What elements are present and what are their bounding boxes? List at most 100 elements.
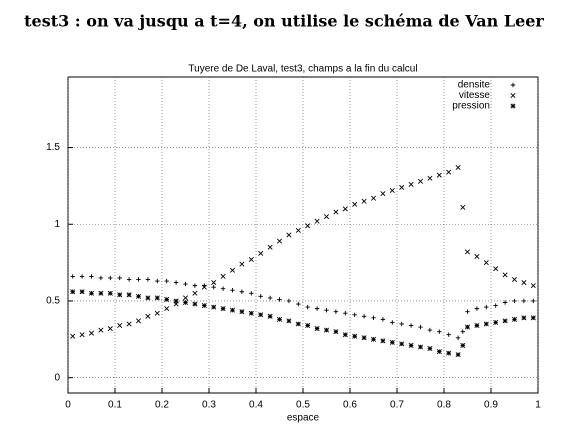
data-point [126, 277, 132, 282]
legend-marker [510, 92, 516, 99]
data-point [296, 301, 301, 307]
data-point [361, 335, 367, 341]
data-point [239, 261, 245, 267]
data-point [460, 342, 466, 348]
data-point [352, 333, 358, 339]
data-point [483, 321, 489, 327]
data-point [446, 332, 451, 337]
data-point [436, 172, 442, 178]
data-point [427, 175, 433, 181]
data-point [173, 298, 179, 304]
x-tick-label: 0.2 [155, 400, 169, 411]
data-point [267, 295, 273, 301]
data-point [493, 266, 499, 272]
data-point [380, 338, 386, 344]
data-point [173, 280, 179, 285]
data-point [361, 198, 367, 204]
data-point [220, 273, 226, 279]
data-point [370, 336, 377, 342]
data-point [493, 303, 498, 308]
data-point [333, 209, 339, 215]
data-point [192, 290, 198, 296]
data-point [446, 350, 452, 356]
data-point [323, 327, 330, 333]
data-point [182, 295, 189, 301]
data-point [154, 310, 160, 316]
data-point [98, 275, 104, 281]
data-point [343, 311, 348, 316]
data-point [239, 309, 245, 315]
data-point [108, 275, 113, 281]
data-point [455, 164, 461, 171]
data-point [267, 244, 273, 250]
data-point [79, 332, 85, 338]
x-tick-label: 0.7 [390, 400, 404, 411]
y-tick-label: 1.5 [46, 142, 60, 153]
data-point [155, 278, 160, 284]
data-point [502, 318, 508, 324]
data-point [182, 299, 189, 306]
data-point [164, 278, 169, 284]
data-point [135, 293, 142, 299]
data-point [220, 306, 226, 312]
data-point [352, 312, 357, 317]
x-tick-label: 0.1 [108, 400, 122, 411]
x-tick-label: 0.8 [437, 400, 451, 411]
data-point [248, 257, 254, 263]
data-point [314, 218, 320, 224]
data-point [88, 330, 95, 336]
data-point [183, 281, 188, 287]
data-point [107, 326, 113, 332]
data-point [230, 288, 235, 293]
data-point [314, 326, 320, 332]
data-point [239, 289, 245, 294]
data-point [286, 298, 292, 304]
x-axis-label: espace [287, 413, 320, 424]
data-point [417, 344, 424, 350]
data-point [380, 191, 386, 197]
y-tick-label: 0.5 [46, 296, 60, 307]
data-point [211, 284, 216, 290]
data-point [154, 295, 160, 301]
data-point [277, 297, 282, 302]
data-point [464, 324, 471, 330]
data-point [229, 267, 236, 273]
data-point [483, 260, 489, 266]
data-point [145, 295, 151, 301]
data-point [295, 321, 301, 327]
data-point [135, 318, 142, 324]
chart-title: Tuyere de De Laval, test3, champs a la f… [188, 64, 417, 75]
data-point [333, 309, 339, 314]
data-point [220, 286, 226, 291]
data-point [126, 292, 132, 298]
data-point [455, 352, 461, 358]
data-point [136, 277, 141, 282]
data-point [286, 318, 292, 324]
data-point [531, 298, 536, 304]
x-tick-label: 0.9 [484, 400, 498, 411]
data-point [521, 298, 527, 304]
data-point [399, 184, 405, 190]
data-point [276, 316, 283, 322]
data-point [390, 320, 395, 325]
data-point [427, 345, 433, 352]
data-point [201, 284, 207, 290]
legend-label: densite [458, 80, 491, 91]
plot-frame [67, 76, 539, 394]
y-tick-label: 1 [54, 219, 60, 230]
data-point [305, 304, 310, 310]
data-point [295, 227, 301, 233]
data-point [408, 323, 414, 328]
data-point [145, 277, 151, 282]
data-point [399, 341, 405, 347]
x-tick-label: 0.6 [343, 400, 357, 411]
data-point [464, 249, 471, 255]
data-point [70, 333, 76, 339]
data-point [361, 314, 367, 319]
data-point [502, 272, 508, 278]
data-point [521, 315, 527, 321]
data-point [418, 324, 423, 330]
data-point [98, 290, 104, 296]
data-point [70, 274, 75, 279]
